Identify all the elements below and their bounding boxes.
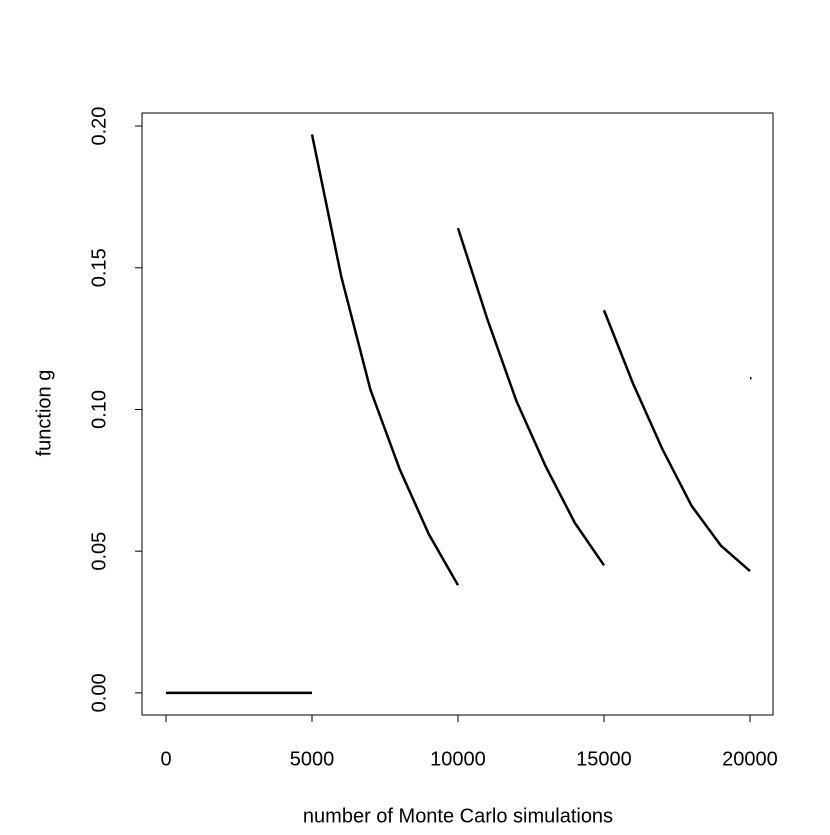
- y-tick-label: 0.20: [88, 107, 110, 146]
- y-tick-label: 0.10: [88, 390, 110, 429]
- y-tick-label: 0.15: [88, 248, 110, 287]
- x-tick-label: 5000: [290, 748, 335, 770]
- x-tick-label: 20000: [722, 748, 778, 770]
- x-tick-label: 10000: [430, 748, 486, 770]
- y-tick-label: 0.00: [88, 673, 110, 712]
- y-tick-label: 0.05: [88, 532, 110, 571]
- x-axis-label: number of Monte Carlo simulations: [303, 805, 613, 827]
- data-line: [166, 134, 752, 695]
- x-tick-label: 0: [160, 748, 171, 770]
- x-tick-label: 15000: [576, 748, 632, 770]
- y-axis-label: function g: [33, 370, 55, 457]
